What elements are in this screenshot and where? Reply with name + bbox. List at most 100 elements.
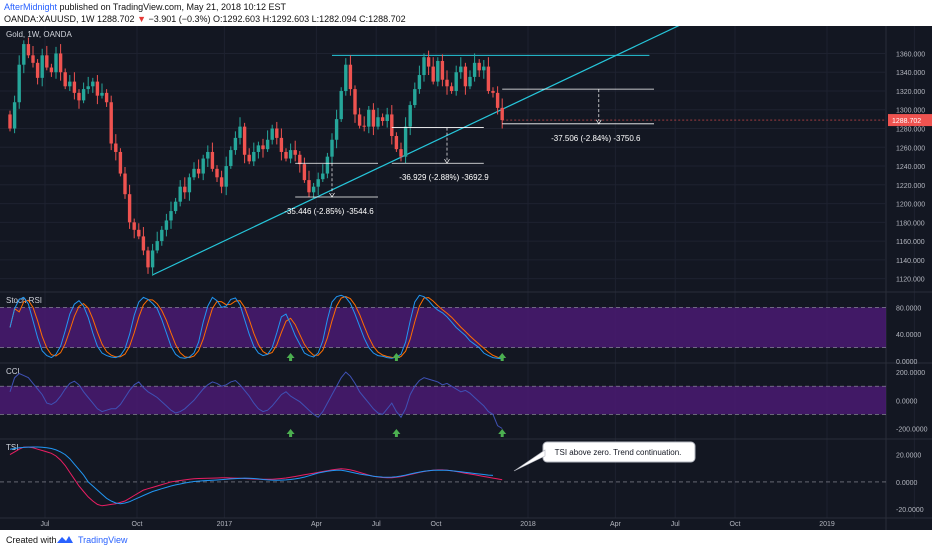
- candle-body: [500, 107, 504, 121]
- candle-body: [325, 156, 330, 174]
- created-with-label: Created with: [6, 535, 57, 545]
- symbol-info: OANDA:XAUUSD, 1W 1288.702: [4, 14, 138, 24]
- candle-body: [426, 57, 431, 67]
- candle-body: [408, 105, 412, 127]
- candle-body: [284, 151, 288, 159]
- candle-body: [8, 114, 12, 129]
- candle-body: [146, 250, 150, 268]
- candle-body: [238, 126, 242, 138]
- candle-body: [486, 66, 491, 91]
- candle-body: [353, 89, 357, 115]
- candles: [8, 37, 504, 276]
- ascending-trendline: [152, 10, 710, 276]
- x-tick-label: Oct: [730, 521, 741, 528]
- candle-body: [196, 168, 201, 174]
- candle-body: [26, 44, 31, 56]
- candle-body: [449, 86, 454, 91]
- candle-body: [86, 86, 90, 90]
- candle-body: [100, 92, 104, 96]
- candle-body: [298, 154, 302, 165]
- tsi-signal-line: [9, 446, 503, 507]
- candle-body: [422, 57, 426, 76]
- candle-body: [187, 177, 192, 193]
- candle-body: [261, 145, 265, 150]
- candle-body: [31, 55, 35, 63]
- up-arrow-marker: [286, 353, 295, 361]
- x-tick-label: 2017: [217, 521, 233, 528]
- callout-pointer: [513, 449, 546, 472]
- x-tick-label: Apr: [610, 521, 622, 528]
- symbol-line: OANDA:XAUUSD, 1W 1288.702 ▼ −3.901 (−0.3…: [4, 14, 406, 24]
- up-arrow-marker: [392, 353, 401, 361]
- candle-body: [302, 164, 307, 181]
- candle-body: [132, 222, 136, 230]
- candle-body: [334, 119, 339, 140]
- candle-body: [160, 229, 164, 242]
- chart-area[interactable]: Jul Oct 2017 Apr Jul Oct 2018 Apr Jul Oct 2019 1360…: [0, 10, 932, 530]
- tsi-line: [9, 446, 494, 505]
- x-tick-label: Jul: [372, 521, 381, 528]
- y-tick-label: 80.0000: [896, 305, 921, 312]
- candle-body: [219, 177, 224, 187]
- candle-body: [348, 64, 353, 90]
- y-tick-label: 1220.000: [896, 183, 925, 190]
- ohlc-values: O:1292.603 H:1292.603 L:1282.094 C:1288.…: [210, 14, 406, 24]
- candle-body: [367, 109, 371, 127]
- candle-body: [150, 250, 155, 268]
- candle-body: [321, 173, 325, 180]
- y-tick-label: -200.0000: [896, 427, 928, 434]
- stoch-rsi-d-line: [9, 295, 503, 359]
- candle-body: [49, 67, 54, 73]
- tradingview-brand[interactable]: TradingView: [78, 535, 128, 545]
- candle-body: [183, 186, 187, 193]
- candle-body: [114, 143, 118, 152]
- candle-body: [164, 220, 169, 230]
- candle-body: [371, 109, 376, 127]
- x-tick-label: Oct: [132, 521, 143, 528]
- y-tick-label: 200.0000: [896, 370, 925, 377]
- candle-body: [293, 150, 297, 155]
- candle-body: [256, 145, 261, 152]
- x-tick-label: 2019: [819, 521, 835, 528]
- candle-body: [431, 66, 435, 82]
- y-tick-label: 0.0000: [896, 480, 918, 487]
- candle-body: [35, 62, 40, 78]
- candle-body: [17, 64, 21, 103]
- measure-arrow-head: [329, 192, 335, 198]
- candle-body: [413, 89, 417, 106]
- measure-label: -37.506 (-2.84%) -3750.6: [551, 134, 641, 143]
- x-tick-label: Jul: [41, 521, 50, 528]
- pane-title: CCI: [6, 367, 20, 376]
- candle-body: [316, 179, 320, 187]
- candle-body: [362, 125, 366, 127]
- candle-body: [229, 150, 233, 167]
- candle-body: [468, 76, 472, 87]
- candle-body: [380, 117, 385, 122]
- candle-body: [247, 154, 251, 162]
- candle-body: [169, 211, 173, 221]
- candle-body: [252, 151, 256, 162]
- candle-body: [390, 114, 394, 137]
- candle-body: [206, 151, 210, 159]
- candle-body: [242, 126, 247, 155]
- candle-body: [54, 53, 58, 73]
- y-tick-label: 1180.000: [896, 220, 925, 227]
- candle-body: [201, 158, 205, 174]
- candle-body: [472, 62, 477, 77]
- candle-body: [95, 81, 100, 96]
- candle-body: [463, 66, 468, 87]
- candle-body: [307, 180, 311, 193]
- author-link[interactable]: AfterMidnight: [4, 2, 58, 12]
- candle-body: [81, 89, 86, 101]
- candle-body: [482, 66, 486, 71]
- y-tick-label: 1320.000: [896, 89, 925, 96]
- y-tick-label: 1280.000: [896, 127, 925, 134]
- y-tick-label: 1300.000: [896, 108, 925, 115]
- candle-body: [123, 173, 127, 195]
- up-arrow-marker: [498, 353, 507, 361]
- candle-body: [417, 75, 422, 90]
- y-tick-label: 1240.000: [896, 164, 925, 171]
- y-tick-label: 0.0000: [896, 359, 918, 366]
- publish-info: published on TradingView.com, May 21, 20…: [59, 2, 287, 12]
- down-arrow-icon: ▼: [137, 14, 146, 24]
